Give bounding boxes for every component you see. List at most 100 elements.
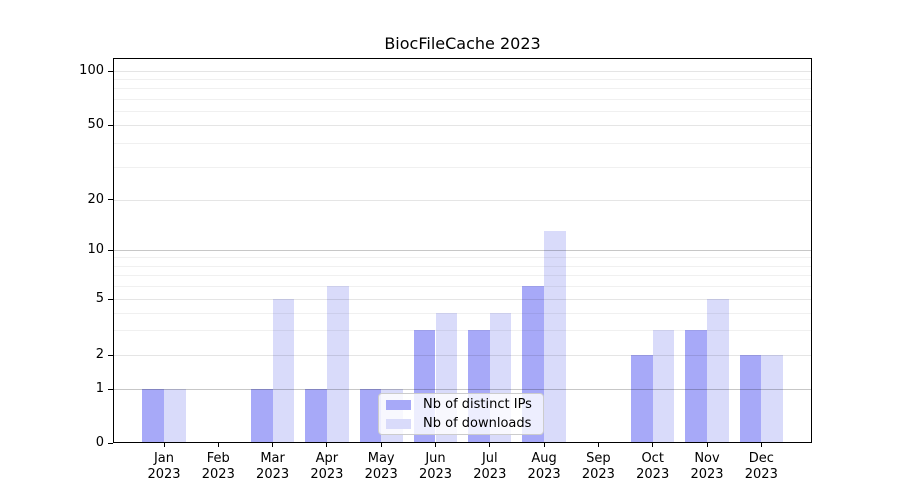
gridline-90	[114, 79, 811, 81]
y-tick-mark-10	[108, 249, 113, 251]
gridline-9	[114, 257, 811, 259]
gridline-80	[114, 88, 811, 90]
x-tick-label-line: 2023	[690, 466, 724, 482]
y-tick-mark-2	[108, 354, 113, 356]
gridline-6	[114, 286, 811, 288]
legend-label-distinct-ips: Nb of distinct IPs	[423, 397, 532, 412]
x-tick-label-line: Oct	[641, 451, 664, 466]
bar-downloads-nov	[707, 299, 729, 443]
gridline-3	[114, 330, 811, 332]
x-tick-label-line: 2023	[364, 466, 398, 482]
x-tick-mark-may	[380, 443, 382, 447]
y-tick-label-50: 50	[87, 117, 104, 132]
x-tick-mark-feb	[217, 443, 219, 447]
x-tick-mark-jan	[163, 443, 165, 447]
gridline-10	[114, 250, 811, 251]
x-tick-label-jan: Jan 2023	[136, 451, 192, 482]
bar-ips-oct	[631, 355, 653, 443]
bar-ips-may	[359, 389, 382, 443]
x-tick-label-mar: Mar 2023	[245, 451, 301, 482]
legend: Nb of distinct IPs Nb of downloads	[378, 393, 544, 435]
x-tick-label-line: Nov	[694, 451, 720, 466]
x-tick-mark-mar	[272, 443, 274, 447]
x-tick-mark-apr	[326, 443, 328, 447]
plot-border	[113, 58, 812, 443]
x-tick-label-line: Jun	[425, 451, 446, 466]
chart-title: BiocFileCache 2023	[384, 34, 541, 53]
gridline-100	[114, 71, 811, 72]
x-tick-label-line: 2023	[201, 466, 235, 482]
x-tick-mark-oct	[652, 443, 654, 447]
legend-item-distinct-ips: Nb of distinct IPs	[386, 396, 537, 413]
bar-downloads-aug	[544, 230, 566, 443]
x-tick-label-line: Jul	[481, 451, 498, 466]
gridline-7	[114, 275, 811, 277]
y-tick-label-10: 10	[87, 242, 104, 257]
bar-ips-dec	[739, 355, 762, 443]
x-tick-label-apr: Apr 2023	[299, 451, 355, 482]
gridline-70	[114, 98, 811, 100]
y-tick-label-0: 0	[95, 435, 104, 450]
legend-label-downloads: Nb of downloads	[423, 416, 532, 431]
x-tick-mark-jun	[435, 443, 436, 447]
x-tick-label-line: 2023	[473, 466, 507, 482]
x-tick-label-line: 2023	[744, 466, 778, 482]
y-tick-label-20: 20	[87, 191, 104, 207]
x-tick-mark-dec	[760, 443, 762, 447]
x-tick-label-sep: Sep 2023	[570, 451, 626, 482]
legend-item-downloads: Nb of downloads	[386, 415, 537, 432]
x-tick-label-line: May	[367, 451, 395, 466]
bar-ips-mar	[250, 389, 273, 443]
bar-ips-jan	[142, 389, 164, 443]
bar-downloads-mar	[272, 299, 295, 443]
gridline-60	[114, 110, 811, 112]
y-tick-mark-20	[108, 199, 113, 200]
x-tick-label-may: May 2023	[353, 451, 409, 482]
x-tick-label-aug: Aug 2023	[516, 451, 572, 482]
x-tick-label-nov: Nov 2023	[679, 451, 735, 482]
gridline-20	[114, 199, 811, 201]
gridline-40	[114, 143, 811, 145]
x-tick-label-line: 2023	[418, 466, 453, 482]
bar-downloads-jan	[164, 389, 186, 443]
x-tick-label-line: 2023	[527, 466, 561, 482]
x-tick-label-oct: Oct 2023	[625, 451, 681, 482]
y-tick-label-100: 100	[79, 63, 104, 78]
legend-swatch-distinct-ips	[386, 399, 411, 410]
x-tick-mark-sep	[597, 443, 599, 447]
y-tick-mark-50	[108, 124, 113, 126]
y-tick-label-1: 1	[95, 381, 104, 396]
y-tick-label-2: 2	[95, 347, 104, 362]
y-tick-mark-0	[108, 442, 113, 444]
legend-swatch-downloads	[386, 418, 411, 429]
gridline-2	[114, 355, 811, 356]
bar-downloads-apr	[326, 286, 349, 443]
x-tick-label-line: Dec	[748, 451, 774, 466]
x-tick-label-line: 2023	[256, 466, 290, 482]
gridline-50	[114, 125, 811, 126]
x-tick-mark-nov	[706, 443, 708, 447]
x-tick-label-line: 2023	[581, 466, 615, 482]
x-tick-label-jun: Jun 2023	[408, 451, 464, 482]
bar-ips-nov	[685, 330, 707, 443]
bar-downloads-oct	[652, 330, 675, 443]
x-tick-label-line: Jan	[153, 451, 175, 466]
x-tick-label-line: Aug	[531, 451, 557, 466]
x-tick-label-feb: Feb 2023	[190, 451, 246, 482]
gridline-30	[114, 166, 811, 168]
x-tick-label-jul: Jul 2023	[462, 451, 518, 482]
y-tick-mark-100	[108, 70, 113, 72]
gridline-1	[114, 389, 811, 390]
gridline-4	[114, 312, 811, 314]
x-tick-label-line: Feb	[206, 451, 230, 466]
x-tick-label-dec: Dec 2023	[733, 451, 789, 482]
x-tick-label-line: Apr	[315, 451, 339, 466]
gridline-5	[114, 299, 811, 300]
y-tick-label-5: 5	[95, 291, 104, 306]
bar-downloads-dec	[761, 355, 783, 443]
y-tick-mark-1	[108, 388, 113, 390]
y-tick-mark-5	[108, 298, 113, 300]
x-tick-label-line: 2023	[147, 466, 181, 482]
x-tick-mark-jul	[489, 443, 491, 447]
